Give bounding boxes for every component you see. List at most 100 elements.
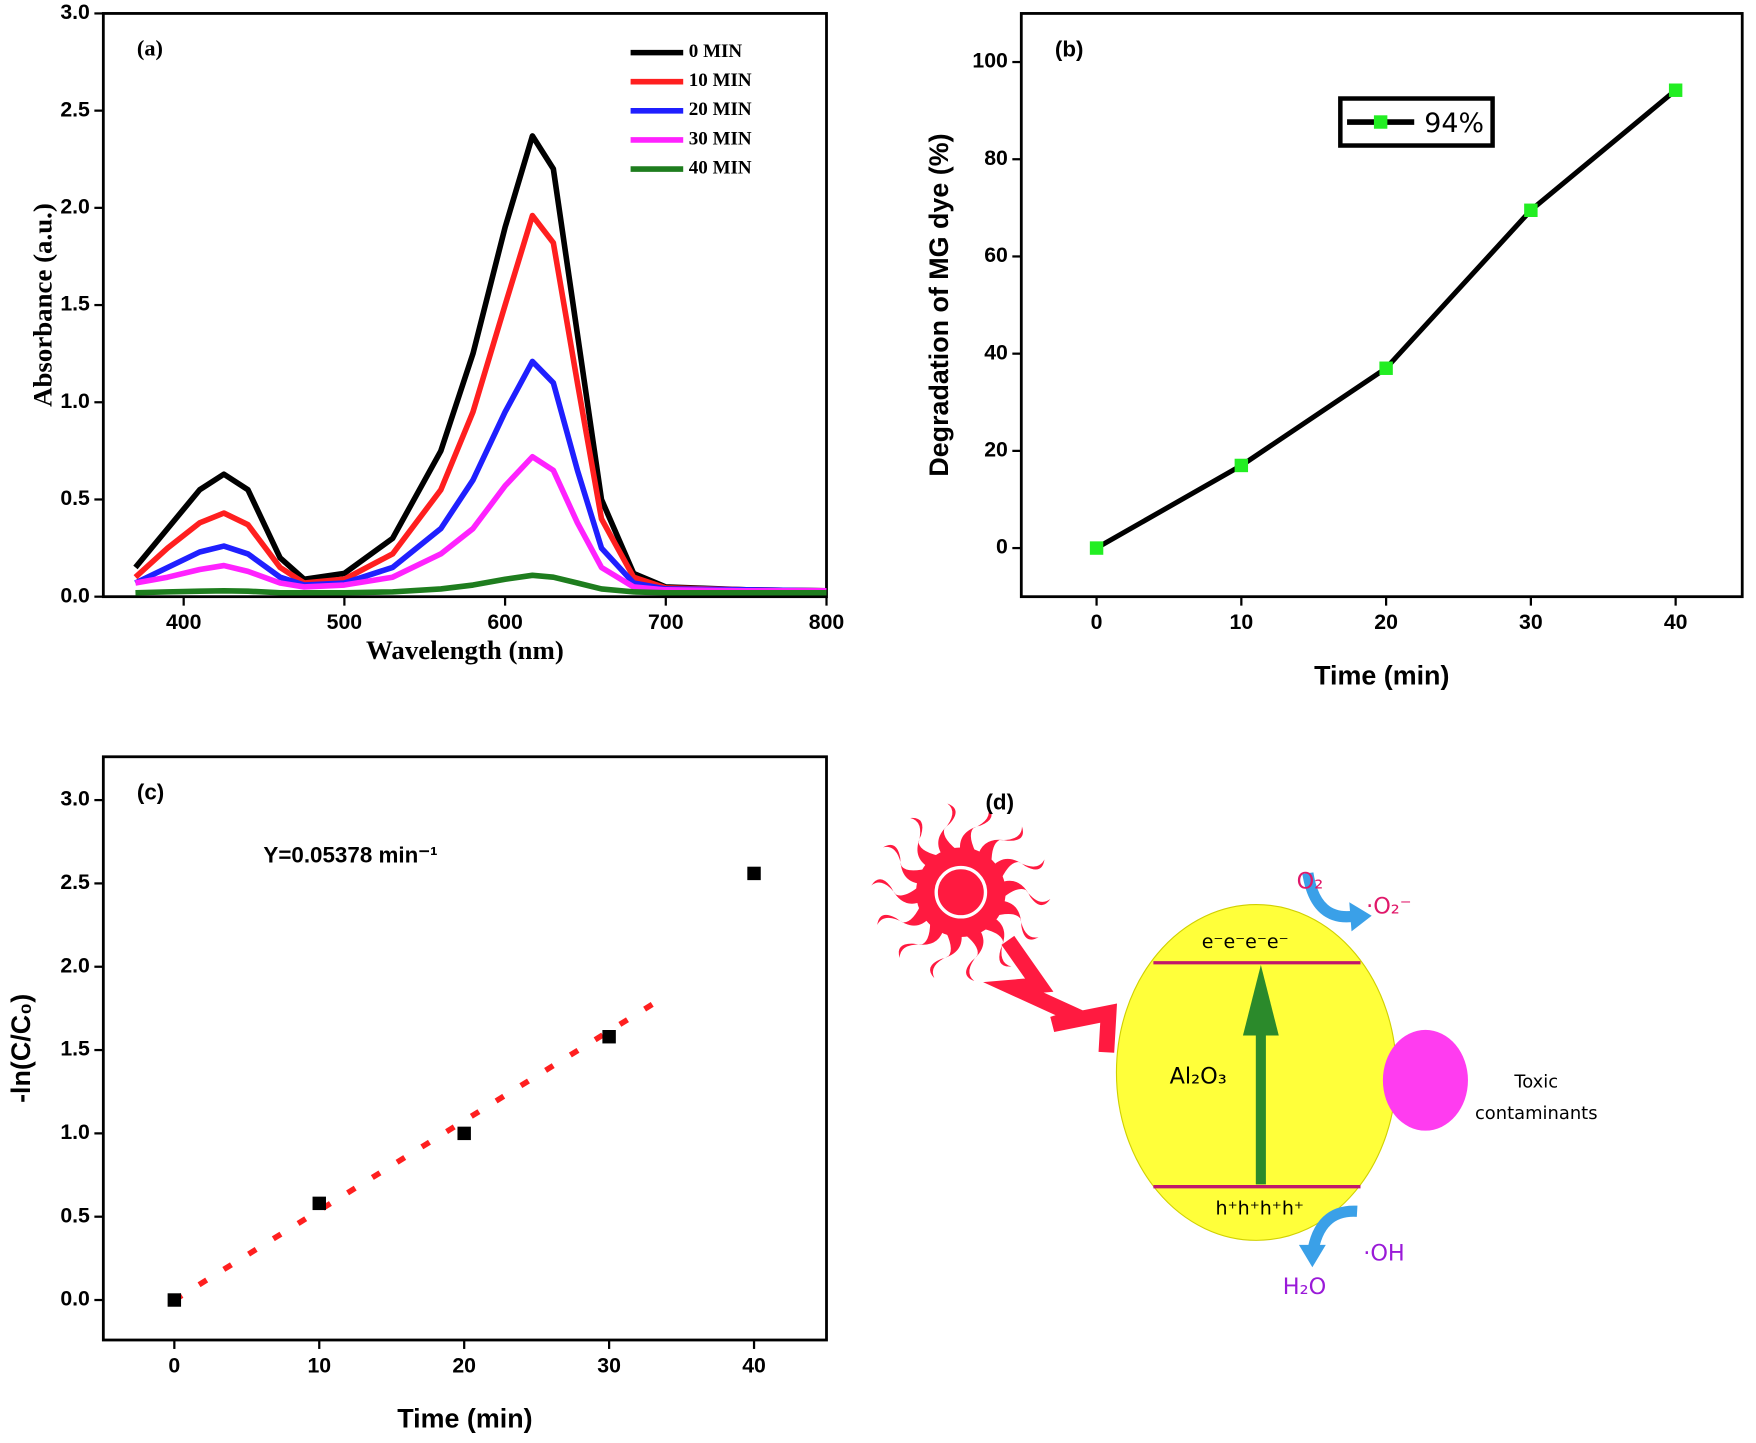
x-tick-label: 10 [1230,610,1254,634]
light-bolt [983,935,1118,1053]
sun-ray [871,879,923,904]
legend-label: 20 MIN [689,99,752,120]
oxidation-arrow-head [1298,1244,1326,1268]
y-axis-title: Degradation of MG dye (%) [924,133,954,476]
legend-marker [1373,115,1388,129]
y-tick-label: 40 [984,340,1008,364]
x-tick-label: 0 [1091,610,1103,634]
panel-label: (b) [1055,36,1084,61]
data-point [167,1293,182,1307]
x-tick-label: 500 [327,610,362,634]
electrons-label: e⁻e⁻e⁻e⁻ [1202,931,1289,953]
holes-label: h⁺h⁺h⁺h⁺ [1216,1198,1304,1220]
water-label: H₂O [1283,1274,1326,1300]
y-tick-label: 1.0 [60,1120,90,1144]
y-tick-label: 2.5 [60,870,90,894]
legend-label: 0 MIN [689,41,743,62]
panel-label: (c) [137,780,164,805]
x-tick-label: 0 [168,1353,180,1377]
y-axis-title: -ln(C/C₀) [6,994,36,1103]
legend-label: 10 MIN [689,70,752,91]
y-axis-title: Absorbance (a.u.) [27,203,57,407]
y-tick-label: 0.5 [60,486,90,510]
panel-label: (d) [985,790,1014,815]
contaminant-label: contaminants [1475,1103,1598,1124]
y-tick-label: 1.5 [60,292,90,316]
x-tick-label: 700 [648,610,683,634]
y-tick-label: 2.0 [60,194,90,218]
series-line [133,133,827,594]
y-tick-label: 2.0 [60,953,90,977]
sun-ray [938,803,962,858]
y-tick-label: 80 [984,146,1008,170]
diagram: (d) O₂ ·O₂⁻ e⁻e⁻e⁻e⁻ Al₂O₃ h⁺h⁺h⁺h⁺ H₂O … [871,790,1598,1300]
data-point [1668,83,1683,97]
y-tick-label: 100 [972,49,1007,73]
plot-frame [101,755,828,1342]
y-tick-label: 0 [996,535,1008,559]
panel: 0.0 0.5 1.0 1.5 2.0 2.5 3.0 400 500 600 700 800 (a) W… [27,0,844,665]
sun-ray [998,880,1051,906]
legend-label: 30 MIN [689,128,752,149]
contaminant [1382,1029,1468,1131]
reduction-arrow-head [1349,902,1372,932]
x-tick-label: 20 [452,1353,476,1377]
sun-ray [991,858,1045,884]
series-line [1095,88,1678,551]
y-tick-label: 3.0 [60,787,90,811]
data-point [602,1030,616,1044]
sun-center [934,865,988,919]
series-line [133,212,827,594]
x-tick-label: 30 [1519,610,1543,634]
y-tick-label: 1.0 [60,389,90,413]
x-tick-label: 10 [307,1353,331,1377]
x-tick-label: 30 [597,1353,621,1377]
sun-ray [883,844,931,884]
panel: 0.0 0.5 1.0 1.5 2.0 2.5 3.0 0 10 20 30 40 (c) Time (m… [6,755,828,1434]
y-tick-label: 60 [984,243,1008,267]
x-tick-label: 20 [1374,610,1398,634]
oxygen-label: O₂ [1297,869,1324,895]
x-tick-label: 600 [487,610,522,634]
x-axis-title: Time (min) [1314,660,1449,690]
x-tick-label: 40 [1664,610,1688,634]
series-line [134,453,827,594]
x-axis-title: Time (min) [397,1404,532,1434]
y-tick-label: 2.5 [60,97,90,121]
sun-ray [960,927,984,981]
catalyst-label: Al₂O₃ [1170,1063,1227,1089]
sun [871,803,1051,981]
x-axis-title: Wavelength (nm) [366,635,564,665]
y-tick-label: 0.0 [60,583,90,607]
panel-label: (a) [137,36,163,61]
reduction-arrow [1302,872,1359,923]
sun-ray [877,900,931,926]
hydroxyl-label: ·OH [1363,1240,1405,1266]
x-tick-label: 40 [742,1353,766,1377]
series-line [134,358,827,594]
fit-line [172,992,669,1303]
data-point [457,1126,471,1141]
data-point [312,1196,326,1211]
panel: 0 20 40 60 80 100 0 10 20 30 40 (b) Time (min) Degrad… [924,12,1744,690]
sun-ray [991,900,1039,940]
legend-label: 40 MIN [689,157,752,178]
y-tick-label: 0.0 [60,1287,90,1311]
data-point [1379,361,1393,375]
plot-frame [1019,12,1744,599]
y-tick-label: 20 [984,437,1008,461]
data-point [1234,458,1249,473]
sun-ray [959,806,992,858]
x-tick-label: 800 [809,610,844,634]
data-point [747,866,761,881]
y-tick-label: 3.0 [60,0,90,24]
series-line [135,572,827,596]
sun-ray [930,927,962,979]
y-tick-label: 0.5 [60,1203,90,1227]
excitation-arrow-head [1242,964,1279,1036]
annotation: Y=0.05378 min⁻¹ [263,842,437,867]
legend-label: 94% [1424,108,1484,139]
data-point [1089,541,1104,555]
